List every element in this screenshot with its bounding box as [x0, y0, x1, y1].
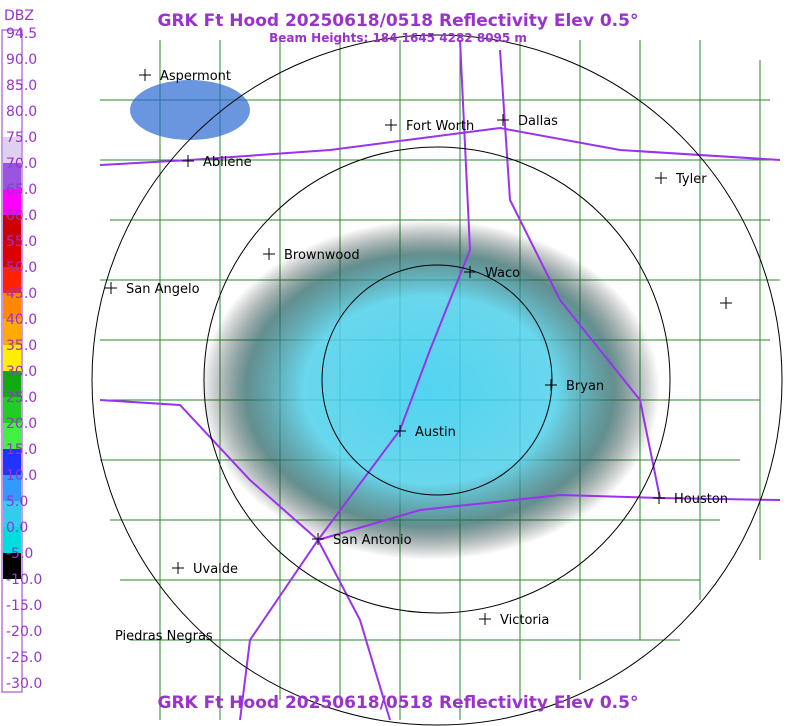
legend-label: 90.0	[6, 52, 37, 68]
city-label: Brownwood	[284, 248, 360, 263]
legend-swatch	[3, 137, 21, 163]
legend-label: 55.0	[6, 234, 37, 250]
legend-swatch	[3, 449, 21, 475]
city-label: Dallas	[518, 114, 558, 129]
legend-swatch	[3, 553, 21, 579]
legend-label: 35.0	[6, 338, 37, 354]
legend-swatch	[3, 371, 21, 397]
legend-swatch	[3, 189, 21, 215]
title: GRK Ft Hood 20250618/0518 Reflectivity E…	[158, 11, 639, 31]
city-marker	[182, 155, 194, 167]
city-marker	[479, 613, 491, 625]
legend-swatch	[3, 631, 21, 657]
legend-label: 5.0	[6, 494, 28, 510]
legend-swatch	[3, 605, 21, 631]
legend-swatch	[3, 475, 21, 501]
legend-swatch	[3, 111, 21, 137]
legend-label: 50.0	[6, 260, 37, 276]
footer-title: GRK Ft Hood 20250618/0518 Reflectivity E…	[158, 693, 639, 713]
city-marker	[545, 379, 557, 391]
legend-swatch	[3, 33, 21, 59]
legend-unit: DBZ	[4, 8, 34, 24]
city-marker	[385, 119, 397, 131]
city-marker	[312, 533, 324, 545]
legend-label: -25.0	[6, 650, 42, 666]
city-marker	[172, 562, 184, 574]
legend-swatch	[3, 85, 21, 111]
legend-label: 45.0	[6, 286, 37, 302]
subtitle: Beam Heights: 184 1645 4282 8095 m	[269, 31, 527, 45]
legend-label: 10.0	[6, 468, 37, 484]
range-rings	[91, 34, 783, 726]
city-marker	[263, 248, 275, 260]
city-marker	[105, 282, 117, 294]
legend-label: 0.0	[6, 520, 28, 536]
legend-swatch	[3, 59, 21, 85]
city-label: Abilene	[203, 155, 252, 170]
legend-label: -10.0	[6, 572, 42, 588]
city-marker	[653, 492, 665, 504]
legend-label: 60.0	[6, 208, 37, 224]
highways	[99, 39, 781, 721]
legend-label: -20.0	[6, 624, 42, 640]
city-label: Austin	[415, 425, 456, 440]
legend-label: 25.0	[6, 390, 37, 406]
city-label: Tyler	[675, 172, 707, 187]
legend-label: 65.0	[6, 182, 37, 198]
city-labels: Aspermont Abilene Fort Worth Dallas Tyler Bro…	[105, 69, 728, 644]
city-marker	[394, 425, 406, 437]
legend-swatch	[3, 241, 21, 267]
legend-swatch	[3, 345, 21, 371]
city-label: Bryan	[566, 379, 604, 394]
city-label: Piedras Negras	[115, 629, 213, 644]
city-marker	[497, 114, 509, 126]
city-label: Victoria	[500, 613, 549, 628]
legend-label: 40.0	[6, 312, 37, 328]
legend-swatch	[3, 163, 21, 189]
legend-label: -30.0	[6, 676, 42, 692]
legend-label: 75.0	[6, 130, 37, 146]
city-marker	[464, 266, 476, 278]
legend-swatch	[3, 579, 21, 605]
legend-label: 20.0	[6, 416, 37, 432]
legend-swatch	[3, 527, 21, 553]
legend-label: 94.5	[6, 26, 37, 42]
legend-label: 85.0	[6, 78, 37, 94]
city-label: Fort Worth	[406, 119, 474, 134]
city-label: San Antonio	[333, 533, 412, 548]
reflectivity-echo	[130, 80, 250, 140]
legend-swatch	[3, 319, 21, 345]
city-marker	[139, 69, 151, 81]
legend-swatch	[3, 423, 21, 449]
legend-label: -15.0	[6, 598, 42, 614]
legend-swatch	[3, 501, 21, 527]
city-label: Houston	[674, 492, 728, 507]
city-marker	[655, 172, 667, 184]
legend-label: 70.0	[6, 156, 37, 172]
reflectivity-echo	[200, 220, 660, 560]
city-label: Waco	[485, 266, 520, 281]
city-marker	[720, 297, 732, 309]
legend-swatch	[3, 267, 21, 293]
city-label: Aspermont	[160, 69, 231, 84]
legend-swatch	[3, 215, 21, 241]
legend-swatch	[3, 657, 21, 683]
legend-swatch	[3, 397, 21, 423]
legend-label: 80.0	[6, 104, 37, 120]
legend-label: 15.0	[6, 442, 37, 458]
legend-label: -5.0	[6, 546, 33, 562]
legend: DBZ 94.5 90.0 85.0 80.0 75.0 70.0 65.0 60.0 55.0…	[1, 8, 42, 693]
legend-label: 30.0	[6, 364, 37, 380]
legend-swatch	[3, 293, 21, 319]
city-label: Uvalde	[193, 562, 238, 577]
city-label: San Angelo	[126, 282, 200, 297]
